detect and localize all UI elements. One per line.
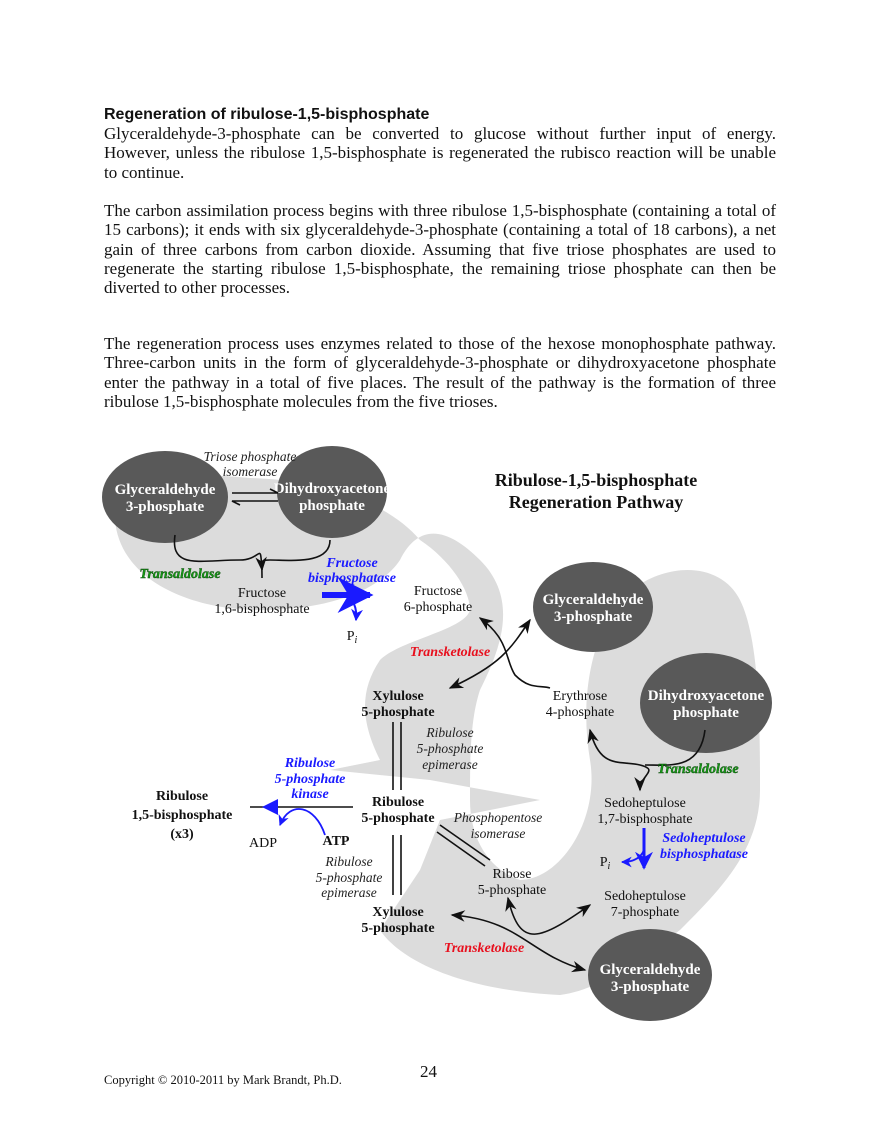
g3p-right-label: Glyceraldehyde	[543, 592, 644, 608]
dhap-top-label: Dihydroxyacetone	[274, 481, 391, 497]
dhap-top-ellipse	[277, 446, 387, 538]
g3p-bottom-ellipse	[588, 929, 712, 1021]
prk-label-3: kinase	[291, 787, 328, 802]
s17bp-label-2: 1,7-bisphosphate	[597, 812, 692, 827]
g3p-top-label: Glyceraldehyde	[115, 482, 216, 498]
prk-label: Ribulose	[284, 756, 336, 771]
transaldolase-label-2: Transaldolase	[657, 762, 738, 777]
adp-label: ADP	[249, 836, 277, 851]
sbpase-label-2: bisphosphatase	[660, 847, 748, 862]
epimerase1-label: Ribulose	[425, 725, 473, 740]
copyright-notice: Copyright © 2010-2011 by Mark Brandt, Ph…	[104, 1073, 342, 1087]
epimerase2-label-2: 5-phosphate	[316, 870, 383, 885]
ru5p-label: Ribulose	[372, 795, 424, 810]
g3p-right-ellipse	[533, 562, 653, 652]
f6p-label-2: 6-phosphate	[404, 600, 472, 615]
e4p-label-2: 4-phosphate	[546, 705, 614, 720]
pathway-background	[114, 475, 760, 995]
transketolase-label-1: Transketolase	[410, 645, 490, 660]
pi-label-1: Pi	[347, 629, 358, 646]
xu5p-bottom-label-2: 5-phosphate	[361, 921, 434, 936]
ppi-label: Phosphopentose	[453, 810, 543, 825]
reaction-arrows	[173, 488, 706, 973]
epimerase1-label-2: 5-phosphate	[417, 741, 484, 756]
f16bp-label: Fructose	[238, 586, 286, 601]
prk-label-2: 5-phosphate	[275, 772, 346, 787]
g3p-top-ellipse	[102, 451, 228, 543]
e4p-label: Erythrose	[553, 689, 607, 704]
dhap-top-label-2: phosphate	[299, 498, 365, 514]
epimerase2-label: Ribulose	[324, 854, 372, 869]
tpi-label-2: isomerase	[223, 464, 278, 479]
epimerase1-label-3: epimerase	[422, 757, 477, 772]
section-heading: Regeneration of ribulose-1,5-bisphosphat…	[104, 106, 430, 123]
paragraph-1: Glyceraldehyde-3-phosphate can be conver…	[104, 124, 776, 182]
dhap-right-label: Dihydroxyacetone	[648, 688, 765, 704]
f6p-label: Fructose	[414, 584, 462, 599]
tpi-label: Triose phosphate	[204, 449, 297, 464]
rubp-label-3: (x3)	[170, 827, 194, 842]
diagram-title: Ribulose-1,5-bisphosphate	[495, 470, 698, 490]
r5p-label-2: 5-phosphate	[478, 883, 546, 898]
fbpase-label-2: bisphosphatase	[308, 571, 396, 586]
ru5p-label-2: 5-phosphate	[361, 811, 434, 826]
atp-label: ATP	[323, 834, 350, 849]
pi-label-2: Pi	[600, 855, 611, 872]
g3p-bottom-label-2: 3-phosphate	[611, 979, 690, 995]
g3p-bottom-label: Glyceraldehyde	[600, 962, 701, 978]
transketolase-label-2: Transketolase	[444, 941, 524, 956]
g3p-top-label-2: 3-phosphate	[126, 499, 205, 515]
s17bp-label: Sedoheptulose	[604, 796, 686, 811]
xu5p-bottom-label: Xylulose	[372, 905, 423, 920]
rubp-label-2: 1,5-bisphosphate	[132, 808, 233, 823]
paragraph-2: The carbon assimilation process begins w…	[104, 201, 776, 298]
dhap-right-ellipse	[640, 653, 772, 753]
epimerase2-label-3: epimerase	[321, 885, 376, 900]
xu5p-top-label: Xylulose	[372, 689, 423, 704]
s7p-label: Sedoheptulose	[604, 889, 686, 904]
rubp-label: Ribulose	[156, 789, 208, 804]
fbpase-label: Fructose	[325, 556, 377, 571]
f16bp-label-2: 1,6-bisphosphate	[214, 602, 309, 617]
paragraph-3: The regeneration process uses enzymes re…	[104, 334, 776, 411]
xu5p-top-label-2: 5-phosphate	[361, 705, 434, 720]
r5p-label: Ribose	[493, 867, 532, 882]
sbpase-label: Sedoheptulose	[662, 831, 745, 846]
dhap-right-label-2: phosphate	[673, 705, 739, 721]
s7p-label-2: 7-phosphate	[611, 905, 679, 920]
g3p-right-label-2: 3-phosphate	[554, 609, 633, 625]
transaldolase-label-1: Transaldolase	[139, 567, 220, 582]
ppi-label-2: isomerase	[471, 826, 526, 841]
diagram-title-2: Regeneration Pathway	[509, 492, 683, 512]
page-number: 24	[420, 1062, 437, 1081]
